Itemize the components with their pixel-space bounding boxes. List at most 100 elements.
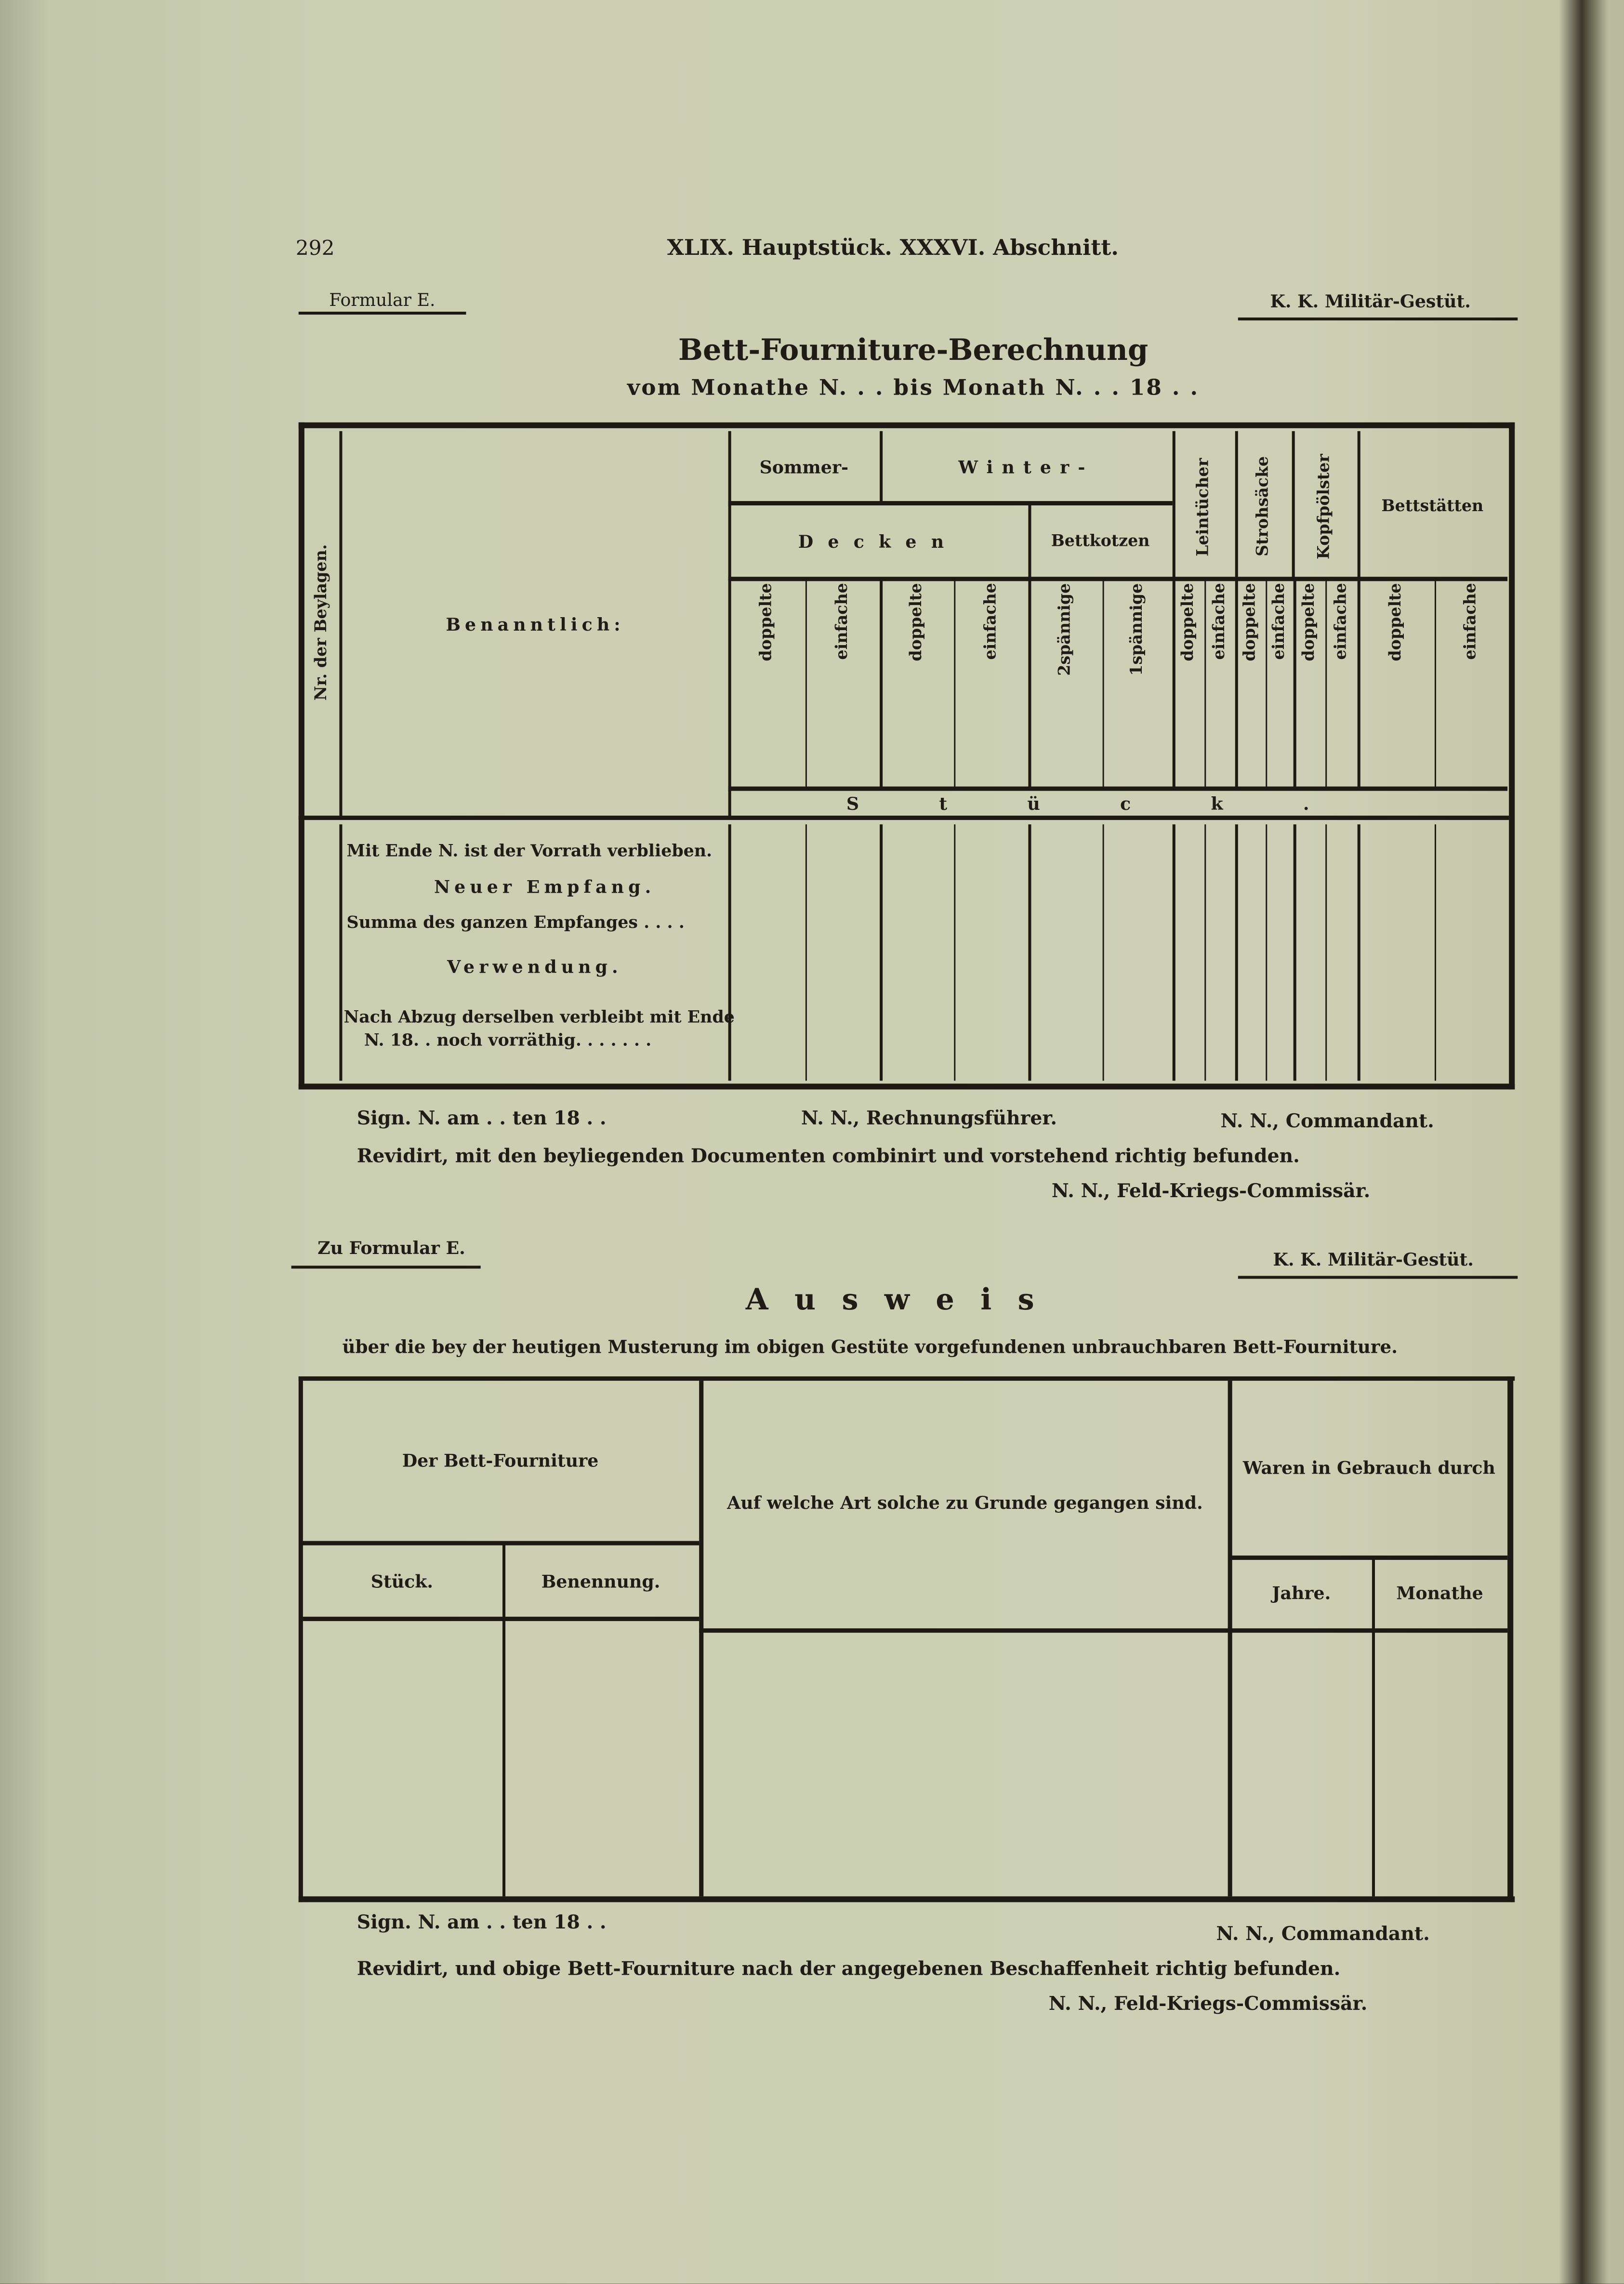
table-rule — [298, 1896, 1515, 1902]
table-rule — [1266, 580, 1268, 788]
table-rule — [298, 422, 304, 1090]
table-rule — [298, 422, 1515, 428]
header-subcol: doppelte — [1299, 582, 1318, 661]
table-rule — [1204, 824, 1206, 1081]
table-rule — [1293, 824, 1296, 1081]
table-rule — [298, 1083, 1515, 1090]
table-rule — [301, 1541, 700, 1545]
header-beylagen: Nr. der Beylagen. — [311, 544, 331, 701]
table-rule — [1228, 1381, 1232, 1897]
table-rule — [1235, 824, 1238, 1081]
table-rule — [954, 580, 956, 788]
table-rule — [1434, 580, 1437, 788]
header-subcol: einfache — [1331, 582, 1350, 660]
table-rule — [1434, 824, 1437, 1081]
table-rule — [1102, 824, 1105, 1081]
header-subcol: 2spännige — [1055, 582, 1074, 675]
form-subtitle: über die bey der heutigen Musterung im o… — [342, 1335, 1398, 1358]
table-rule — [1372, 1558, 1375, 1897]
row-label-summa: Summa des ganzen Empfanges . . . . — [346, 911, 685, 932]
header-gebrauch: Waren in Gebrauch durch — [1242, 1458, 1495, 1479]
header-subcol: einfache — [1209, 582, 1229, 660]
sign-date: Sign. N. am . . ten 18 . . — [356, 1912, 607, 1934]
sign-commissioner: N. N., Feld-Kriegs-Commissär. — [1048, 1994, 1368, 2016]
table-rule — [1293, 580, 1296, 788]
table-rule — [1172, 580, 1175, 788]
divider — [1238, 317, 1518, 321]
page-number: 292 — [295, 237, 335, 261]
header-bett-fourniture: Der Bett-Fourniture — [402, 1451, 599, 1472]
running-title: XLIX. Hauptstück. XXXVI. Abschnitt. — [667, 234, 1119, 261]
table-rule — [880, 580, 883, 788]
table-rule — [1292, 431, 1295, 580]
institution-label: K. K. Militär-Gestüt. — [1273, 1249, 1474, 1270]
divider — [1238, 1276, 1518, 1278]
table-rule — [301, 1616, 700, 1621]
table-rule — [1357, 580, 1360, 788]
revision-note: Revidirt, und obige Bett-Fourniture nach… — [356, 1959, 1341, 1981]
table-rule — [1102, 580, 1105, 788]
table-rule — [805, 824, 807, 1081]
table-rule — [1204, 580, 1206, 788]
row-label-vorrath: Mit Ende N. ist der Vorrath verblieben. — [346, 840, 713, 861]
header-subcol: doppelte — [906, 582, 926, 661]
table-rule — [1230, 1555, 1508, 1560]
table-rule — [1172, 824, 1175, 1081]
table-rule — [880, 824, 883, 1081]
table-rule — [298, 1376, 1515, 1381]
form-subtitle: vom Monathe N. . . bis Monath N. . . 18 … — [627, 374, 1200, 401]
table-rule — [699, 1628, 1508, 1633]
divider — [291, 1266, 481, 1268]
header-decken: Decken — [798, 531, 959, 552]
sign-commander: N. N., Commandant. — [1216, 1924, 1430, 1946]
header-sommer: Sommer- — [759, 457, 849, 478]
header-benanntlich: Benanntlich: — [446, 615, 625, 636]
table-rule — [339, 824, 343, 1081]
header-monathe: Monathe — [1396, 1584, 1483, 1604]
table-rule — [1235, 580, 1238, 788]
table-rule — [805, 580, 807, 788]
table-rule — [1235, 431, 1238, 580]
row-label-verwendung: Verwendung. — [447, 957, 622, 977]
row-label-empfang: Neuer Empfang. — [434, 877, 656, 898]
header-subcol: doppelte — [1240, 582, 1259, 661]
table-rule — [1325, 580, 1327, 788]
table-rule — [728, 577, 1508, 581]
table-rule — [1028, 580, 1031, 788]
table-rule — [699, 1381, 704, 1897]
header-subcol: einfache — [1461, 582, 1480, 660]
header-subcol: 1spännige — [1127, 582, 1147, 675]
header-bettkotzen: Bettkotzen — [1051, 532, 1150, 552]
sign-commissioner: N. N., Feld-Kriegs-Commissär. — [1051, 1181, 1371, 1203]
header-leintuecher: Leintücher — [1193, 458, 1213, 556]
form-label: Formular E. — [329, 290, 436, 310]
header-subcol: einfache — [1269, 582, 1288, 660]
form-title: Ausweis — [745, 1281, 1061, 1317]
divider — [298, 311, 466, 315]
form-title: Bett-Fourniture-Berechnung — [678, 332, 1149, 367]
table-rule — [1357, 824, 1360, 1081]
table-rule — [1509, 422, 1515, 1090]
header-stueck: Stück. — [370, 1572, 434, 1593]
header-benennung: Benennung. — [541, 1572, 660, 1593]
unit-row-stueck: Stück. — [846, 793, 1389, 814]
row-label-nach-abzug: Nach Abzug derselben verbleibt mit Ende — [343, 1006, 735, 1027]
header-bettstaetten: Bettstätten — [1381, 496, 1484, 516]
header-winter: Winter- — [958, 457, 1094, 478]
sign-commander: N. N., Commandant. — [1220, 1111, 1434, 1134]
institution-label: K. K. Militär-Gestüt. — [1270, 291, 1471, 312]
table-rule — [1266, 824, 1268, 1081]
table-rule — [1028, 824, 1031, 1081]
table-rule — [728, 431, 731, 819]
table-rule — [954, 824, 956, 1081]
table-rule — [1172, 431, 1175, 580]
table-rule — [1357, 431, 1360, 580]
sign-date: Sign. N. am . . ten 18 . . — [356, 1108, 607, 1131]
header-subcol: einfache — [832, 582, 851, 660]
revision-note: Revidirt, mit den beyliegenden Documente… — [356, 1146, 1300, 1168]
table-rule — [880, 431, 883, 504]
table-rule — [298, 1376, 303, 1902]
table-rule — [339, 431, 343, 818]
header-subcol: doppelte — [1178, 582, 1198, 661]
